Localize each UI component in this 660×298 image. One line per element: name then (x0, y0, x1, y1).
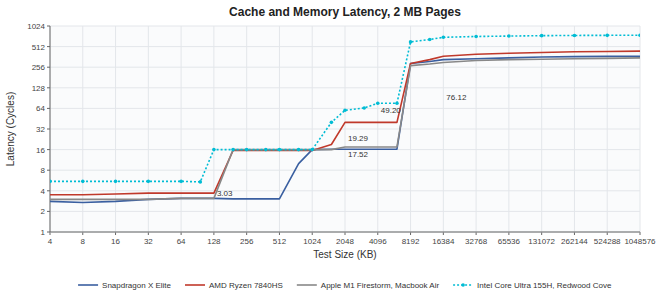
annotation: 17.52 (348, 150, 369, 159)
tick-label: 8 (41, 166, 46, 175)
series-marker (395, 101, 399, 105)
series-line (50, 58, 640, 199)
series-marker (343, 109, 347, 113)
grid-line (50, 190, 640, 191)
x-axis-line (50, 232, 640, 233)
tick-label: 4 (48, 237, 53, 246)
series-marker (474, 35, 478, 39)
series-marker (376, 101, 380, 105)
tick-label: 131072 (528, 237, 555, 246)
grid-line (50, 87, 640, 88)
x-axis-label: Test Size (KB) (313, 249, 376, 260)
legend: Snapdragon X Elite AMD Ryzen 7840HS Apple … (78, 281, 612, 290)
tick-label: 1024 (27, 22, 45, 31)
series-marker (278, 148, 282, 152)
tick-label: 256 (240, 237, 254, 246)
legend-marker (461, 283, 465, 287)
annotation: 19.29 (348, 134, 369, 143)
annotation: 49.20 (381, 106, 402, 115)
tick-label: 128 (32, 84, 46, 93)
tick-label: 512 (32, 43, 46, 52)
series-marker (330, 121, 334, 125)
legend-swatch (453, 284, 473, 286)
tick-label: 64 (177, 237, 186, 246)
chart: 4816326412825651210242048409681921638432… (0, 0, 660, 298)
series-marker (114, 180, 118, 184)
tick-label: 256 (32, 63, 46, 72)
series-marker (198, 180, 202, 184)
series-marker (179, 180, 183, 184)
tick-label: 65536 (498, 237, 521, 246)
series-marker (638, 33, 640, 37)
tick-label: 512 (273, 237, 287, 246)
series-marker (50, 180, 52, 184)
legend-swatch (78, 284, 98, 286)
series-marker (362, 106, 366, 110)
y-axis-label: Latency (Cycles) (5, 92, 16, 166)
legend-label: AMD Ryzen 7840HS (209, 281, 283, 290)
annotations: 3.03 19.29 49.20 17.52 76.12 (217, 93, 467, 198)
legend-item: Apple M1 Firestorm, Macbook Air (297, 281, 440, 290)
series-group (50, 33, 640, 202)
tick-label: 2048 (336, 237, 354, 246)
series-marker (245, 148, 249, 152)
tick-label: 1024 (303, 237, 321, 246)
series-marker (428, 38, 432, 42)
tick-label: 64 (36, 104, 45, 113)
series-marker (540, 34, 544, 38)
tick-label: 16384 (432, 237, 455, 246)
grid-line (50, 129, 640, 130)
annotation: 76.12 (446, 93, 467, 102)
tick-label: 32768 (465, 237, 488, 246)
series-marker (507, 34, 511, 38)
series-line (50, 51, 640, 195)
tick-label: 32 (36, 125, 45, 134)
tick-label: 32 (144, 237, 153, 246)
series-marker (605, 34, 609, 38)
legend-item: Snapdragon X Elite (78, 281, 171, 290)
series-line (50, 35, 640, 182)
series-marker (212, 148, 216, 152)
grid-line (50, 232, 640, 233)
grid-line (50, 170, 640, 171)
tick-label: 1 (41, 228, 46, 237)
tick-label: 128 (207, 237, 221, 246)
legend-label: Apple M1 Firestorm, Macbook Air (321, 281, 440, 290)
legend-label: Snapdragon X Elite (102, 281, 171, 290)
plot-area (50, 26, 640, 232)
series-marker (147, 180, 151, 184)
axes: 4816326412825651210242048409681921638432… (27, 22, 656, 246)
tick-label: 4096 (369, 237, 387, 246)
grid-line (50, 26, 640, 27)
tick-label: 16 (111, 237, 120, 246)
annotation: 3.03 (217, 189, 233, 198)
series-marker (231, 148, 235, 152)
tick-label: 16 (36, 146, 45, 155)
title: Cache and Memory Latency, 2 MB Pages (229, 5, 461, 19)
legend-swatch (185, 284, 205, 286)
series-marker (310, 148, 314, 152)
tick-label: 262144 (561, 237, 588, 246)
legend-item: Intel Core Ultra 155H, Redwood Cove (453, 281, 612, 290)
tick-label: 4 (41, 187, 46, 196)
series-marker (573, 34, 577, 38)
grid-line (50, 46, 640, 47)
legend-label: Intel Core Ultra 155H, Redwood Cove (477, 281, 612, 290)
series-marker (264, 148, 268, 152)
legend-swatch (297, 284, 317, 286)
grid-line (50, 67, 640, 68)
tick-label: 8192 (402, 237, 420, 246)
tick-label: 2 (41, 207, 46, 216)
tick-label: 1048576 (624, 237, 656, 246)
series-marker (442, 36, 446, 40)
legend-item: AMD Ryzen 7840HS (185, 281, 283, 290)
grid-line (50, 211, 640, 212)
tick-label: 524288 (594, 237, 621, 246)
tick-label: 8 (81, 237, 86, 246)
series-marker (409, 40, 413, 44)
series-marker (297, 148, 301, 152)
series-marker (81, 180, 85, 184)
